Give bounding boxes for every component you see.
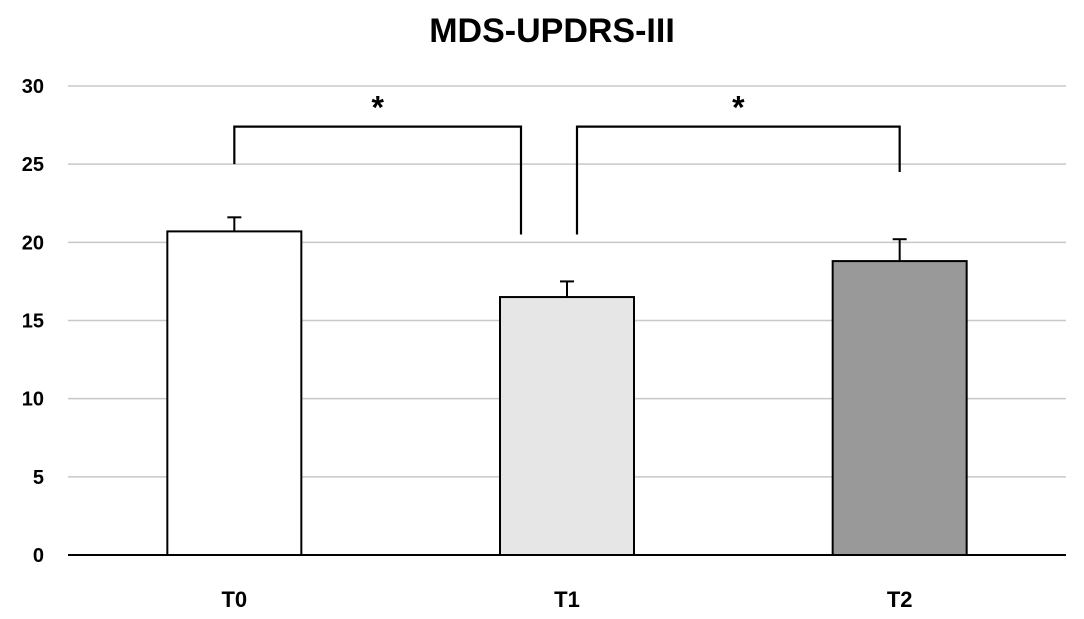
bar-T1 bbox=[499, 296, 635, 556]
x-tick-label-T1: T1 bbox=[554, 587, 580, 612]
y-tick-label-20: 20 bbox=[22, 232, 44, 254]
chart-title: MDS-UPDRS-III bbox=[429, 12, 675, 50]
significance-brackets: * * bbox=[233, 90, 901, 235]
y-tick-label-30: 30 bbox=[22, 76, 44, 98]
significance-label-T0-T1: * bbox=[371, 90, 384, 126]
error-bars bbox=[227, 216, 907, 298]
bars bbox=[166, 230, 968, 556]
bar-T0 bbox=[166, 230, 303, 556]
significance-bracket-T1-T2 bbox=[575, 125, 901, 235]
axes: 0 5 10 15 20 25 30 T0 T1 T2 bbox=[22, 76, 1066, 612]
bar-T2 bbox=[831, 260, 968, 556]
y-tick-label-10: 10 bbox=[22, 389, 44, 411]
y-tick-label-15: 15 bbox=[22, 311, 44, 333]
x-tick-label-T0: T0 bbox=[221, 587, 247, 612]
significance-label-T1-T2: * bbox=[732, 90, 745, 126]
y-tick-label-0: 0 bbox=[33, 545, 44, 567]
y-tick-label-25: 25 bbox=[22, 154, 44, 176]
y-tick-label-5: 5 bbox=[33, 467, 44, 489]
x-tick-label-T2: T2 bbox=[887, 587, 913, 612]
significance-bracket-T0-T1 bbox=[233, 125, 523, 235]
